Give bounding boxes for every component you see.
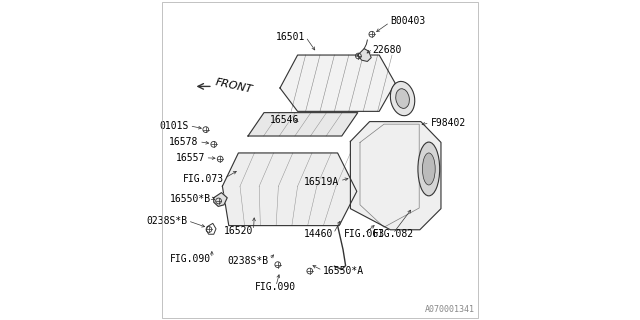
Text: FIG.073: FIG.073 (183, 174, 224, 184)
Text: 16546: 16546 (270, 115, 300, 125)
Text: 16550*A: 16550*A (323, 266, 364, 276)
Text: B00403: B00403 (390, 16, 426, 26)
Text: 14460: 14460 (303, 229, 333, 239)
Text: FIG.082: FIG.082 (372, 229, 413, 239)
Text: FIG.063: FIG.063 (344, 229, 385, 239)
Text: FRONT: FRONT (214, 77, 253, 95)
Ellipse shape (396, 89, 410, 108)
Ellipse shape (418, 142, 440, 196)
Ellipse shape (390, 81, 415, 116)
Text: 16557: 16557 (175, 153, 205, 164)
Text: 0238S*B: 0238S*B (146, 216, 187, 227)
Text: F98402: F98402 (430, 118, 466, 128)
Text: 0238S*B: 0238S*B (228, 256, 269, 266)
Polygon shape (223, 153, 357, 226)
Text: 16519A: 16519A (304, 177, 339, 187)
Text: FIG.090: FIG.090 (170, 254, 211, 264)
Text: 16501: 16501 (276, 32, 306, 42)
Text: 16520: 16520 (223, 226, 253, 236)
Text: A070001341: A070001341 (425, 305, 475, 314)
Polygon shape (280, 55, 396, 111)
Polygon shape (214, 193, 227, 206)
Polygon shape (351, 122, 441, 230)
Polygon shape (248, 113, 358, 136)
Text: 22680: 22680 (372, 44, 402, 55)
Text: FIG.090: FIG.090 (255, 282, 296, 292)
Ellipse shape (422, 153, 435, 185)
Text: 16550*B: 16550*B (170, 194, 211, 204)
Text: 16578: 16578 (169, 137, 198, 148)
Text: 0101S: 0101S (159, 121, 189, 131)
Polygon shape (358, 49, 371, 61)
